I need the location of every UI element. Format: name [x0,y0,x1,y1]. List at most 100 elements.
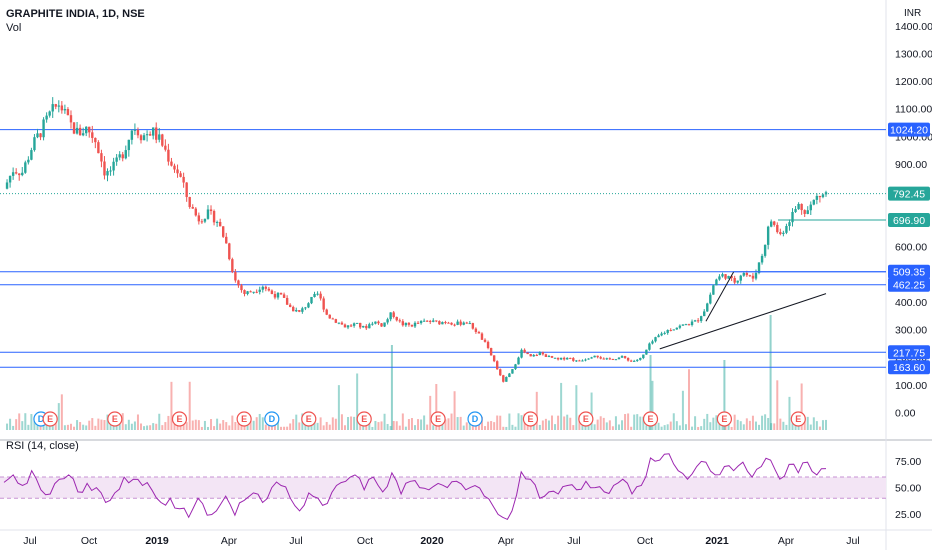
rsi-pane[interactable] [0,453,886,521]
event-marker-label: E [176,414,182,424]
volume-bar [761,415,764,430]
candle-body [21,172,24,176]
volume-bar [456,417,459,430]
volume-bar [639,416,642,430]
candle-body [197,215,201,222]
candle-body [316,293,319,295]
price-tick-label: 600.00 [895,242,927,254]
candle-body [699,316,703,321]
candle-body [538,352,542,356]
candle-body [215,221,219,223]
candle-body [304,307,307,309]
candle-body [362,325,365,328]
volume-bar [304,422,307,430]
candle-body [161,134,164,146]
candle-body [605,358,608,360]
volume-bar [812,417,815,430]
earnings-marker [522,411,539,427]
candle-body [222,226,225,237]
candle-body [645,349,648,355]
volume-bar [551,415,553,430]
volume-bar [27,424,30,430]
volume-bar [319,417,322,430]
candle-body [486,341,490,349]
candle-body [541,352,545,355]
earnings-marker [578,411,594,427]
price-tag [888,264,930,279]
candle-body [5,182,9,189]
candle-body [392,312,395,317]
price-tick-label: 300.00 [895,325,927,337]
symbol-title[interactable]: GRAPHITE INDIA, 1D, NSE [6,8,145,20]
candle-body [654,337,657,342]
candle-body [465,322,468,324]
time-tick-label: Apr [221,535,238,547]
candle-body [54,104,57,107]
candle-body [142,135,146,141]
candle-body [401,321,405,326]
candle-body [325,309,328,315]
candle-body [596,355,599,358]
volume-bar [678,425,681,430]
volume-legend[interactable]: Vol [6,22,22,34]
volume-bar [688,369,690,430]
volume-bar [155,423,158,430]
candle-body [91,132,94,138]
candle-body [715,279,718,286]
volume-bar [429,395,432,430]
event-marker-label: E [47,414,53,424]
candle-body [724,274,727,279]
currency-label: INR [904,8,922,19]
volume-bar [130,423,133,430]
symbol-legend[interactable]: GRAPHITE INDIA, 1D, NSE [6,8,145,20]
candle-body [288,304,292,307]
volume-bar [63,425,66,430]
event-marker-label: E [527,414,533,424]
event-marker-label: D [269,414,276,424]
candle-body [368,324,371,329]
candle-body [608,358,612,360]
candle-body [706,303,709,312]
time-tick-label: 2021 [705,535,729,547]
volume-bar [773,423,776,430]
candle-body [115,157,118,162]
rsi-axis[interactable]: 75.00 50.00 25.00 [895,456,921,521]
volume-bar [91,418,94,430]
candle-body [651,341,654,344]
candle-body [48,111,51,116]
candle-body [164,145,167,150]
event-marker-label: E [795,414,801,424]
volume-bar [392,420,395,430]
volume-bar [660,426,663,430]
volume-bar [15,419,18,430]
candles[interactable] [5,97,828,383]
volume-bar [764,414,767,430]
volume-bar [645,425,648,430]
candle-body [703,311,706,317]
price-tag [888,212,930,227]
volume-bar [538,424,541,430]
volume-bar [292,419,295,430]
candle-body [623,356,627,358]
trendlines[interactable] [659,271,886,350]
rsi-legend[interactable]: RSI (14, close) [6,440,79,452]
candle-body [788,222,791,227]
time-axis[interactable]: Jul Oct 2019 Apr Jul Oct 2020 Apr Jul Oct 2021 Apr J… [23,535,859,547]
candle-body [818,195,822,198]
candle-body [39,133,42,138]
volume-bar [398,425,401,430]
earnings-marker [430,411,446,427]
volume-bar [103,420,106,430]
volume-bar [514,426,517,430]
volume-bar [36,423,39,430]
volume-bar [560,382,563,430]
candle-body [212,211,216,223]
candle-body [559,357,563,360]
candle-body [371,323,374,325]
candle-body [693,320,697,322]
volume-bar [140,423,142,430]
candle-body [785,226,788,233]
